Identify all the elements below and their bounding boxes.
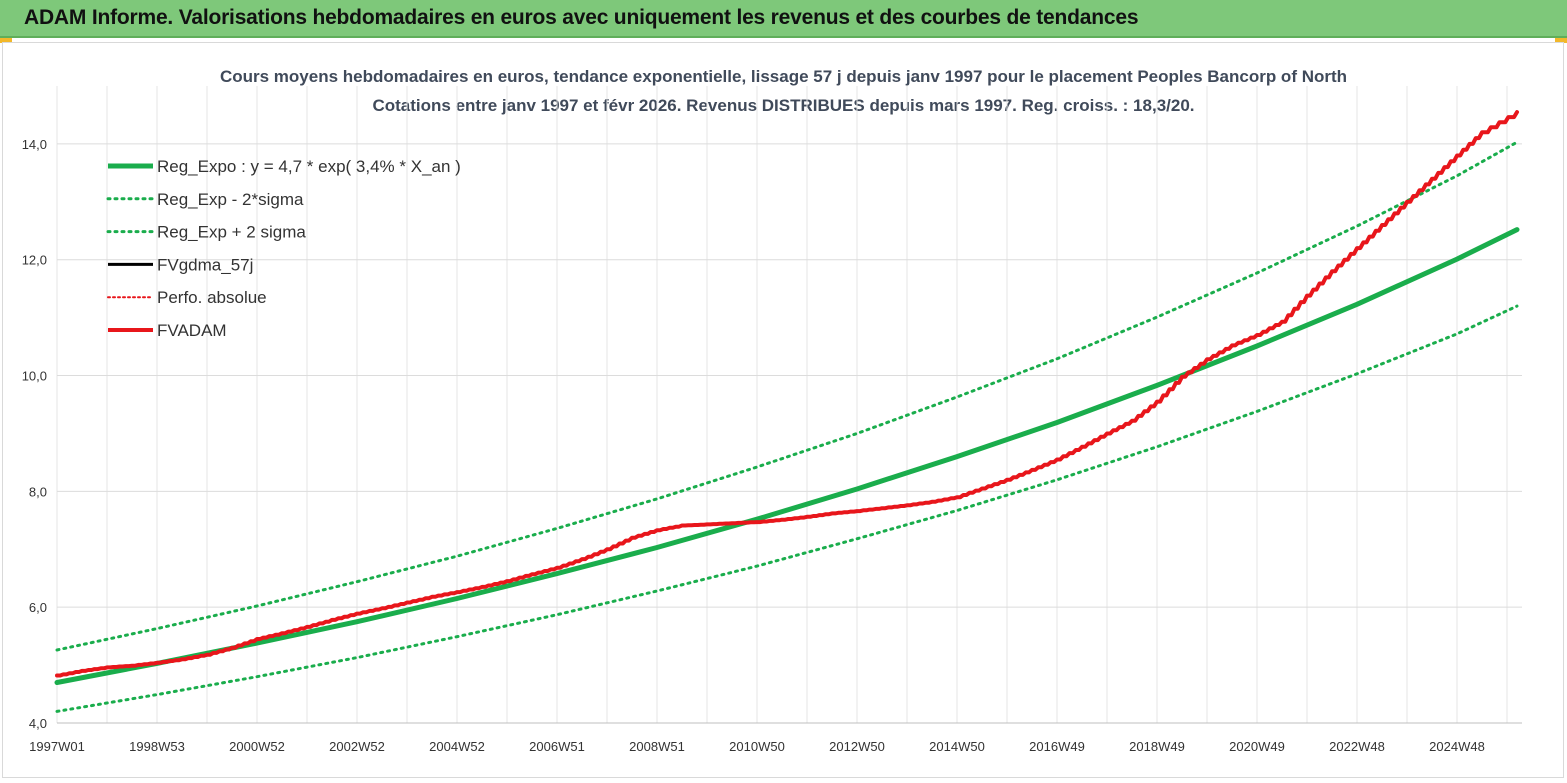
x-tick-label: 2010W50 (729, 739, 785, 754)
x-tick-label: 2000W52 (229, 739, 285, 754)
series-reg-expo (54, 227, 1520, 685)
y-tick-label: 12,0 (22, 253, 47, 268)
legend-label-reg_minus: Reg_Exp - 2*sigma (157, 190, 304, 209)
legend-label-fvadam: FVADAM (157, 321, 227, 340)
y-tick-label: 8,0 (29, 484, 47, 499)
x-tick-label: 2002W52 (329, 739, 385, 754)
chart-area (2, 42, 1564, 778)
legend-label-reg_plus: Reg_Exp + 2 sigma (157, 223, 306, 242)
x-tick-label: 2018W49 (1129, 739, 1185, 754)
x-tick-label: 2006W51 (529, 739, 585, 754)
x-tick-label: 2020W49 (1229, 739, 1285, 754)
x-tick-label: 2004W52 (429, 739, 485, 754)
x-tick-label: 2016W49 (1029, 739, 1085, 754)
y-tick-label: 14,0 (22, 137, 47, 152)
x-tick-label: 2008W51 (629, 739, 685, 754)
x-tick-label: 1998W53 (129, 739, 185, 754)
x-tick-label: 1997W01 (29, 739, 85, 754)
y-tick-label: 4,0 (29, 716, 47, 731)
report-header: ADAM Informe. Valorisations hebdomadaire… (0, 0, 1567, 38)
chart-title: Cours moyens hebdomadaires en euros, ten… (0, 62, 1567, 120)
series-reg-plus-2sigma (55, 140, 1519, 652)
report-title: ADAM Informe. Valorisations hebdomadaire… (24, 6, 1139, 29)
chart-title-line-2: Cotations entre janv 1997 et févr 2026. … (372, 96, 1195, 115)
x-tick-label: 2012W50 (829, 739, 885, 754)
legend-label-fvgdma: FVgdma_57j (157, 255, 253, 274)
series-reg-minus-2sigma (55, 304, 1519, 713)
legend-label-perfo: Perfo. absolue (157, 288, 267, 307)
series-fvadam (55, 110, 1519, 678)
y-tick-label: 10,0 (22, 369, 47, 384)
corner-marker-left (0, 38, 12, 43)
x-tick-label: 2014W50 (929, 739, 985, 754)
y-tick-label: 6,0 (29, 600, 47, 615)
legend-label-reg_expo: Reg_Expo : y = 4,7 * exp( 3,4% * X_an ) (157, 157, 461, 176)
x-tick-label: 2022W48 (1329, 739, 1385, 754)
x-tick-label: 2024W48 (1429, 739, 1485, 754)
corner-marker-right (1555, 38, 1567, 43)
chart-title-line-1: Cours moyens hebdomadaires en euros, ten… (219, 67, 1348, 86)
